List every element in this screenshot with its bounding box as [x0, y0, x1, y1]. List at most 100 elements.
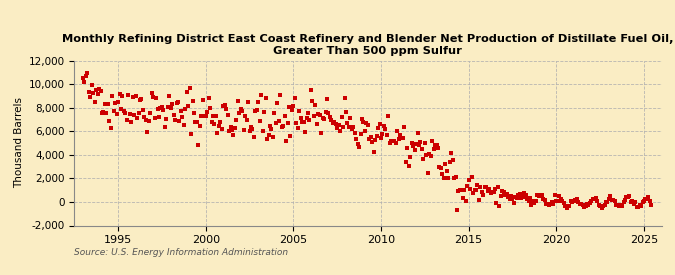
Point: [282, 121, 293, 125]
Point: [450, 175, 461, 179]
Point: [580, 204, 591, 209]
Point: [532, 193, 543, 197]
Point: [634, 203, 645, 208]
Point: [361, 120, 372, 125]
Point: [227, 127, 238, 132]
Point: [506, 194, 516, 198]
Point: [567, 199, 578, 204]
Point: [641, 197, 652, 201]
Point: [456, 188, 467, 192]
Point: [333, 123, 344, 128]
Point: [508, 201, 519, 206]
Point: [454, 188, 465, 192]
Point: [203, 96, 214, 101]
Point: [608, 198, 619, 202]
Point: [246, 125, 256, 130]
Point: [173, 100, 184, 105]
Point: [269, 111, 279, 115]
Point: [408, 144, 418, 148]
Point: [543, 203, 554, 207]
Point: [356, 117, 367, 121]
Point: [117, 94, 128, 98]
Point: [80, 74, 91, 79]
Point: [177, 115, 188, 119]
Point: [321, 96, 332, 101]
Point: [85, 94, 96, 99]
Point: [541, 202, 551, 206]
Point: [497, 189, 508, 193]
Point: [101, 111, 112, 116]
Point: [295, 116, 306, 120]
Point: [327, 121, 338, 125]
Point: [369, 150, 379, 154]
Point: [493, 185, 504, 190]
Point: [585, 201, 595, 205]
Point: [244, 128, 255, 133]
Point: [103, 102, 113, 106]
Point: [539, 197, 550, 202]
Point: [126, 120, 136, 124]
Point: [262, 136, 273, 141]
Point: [441, 169, 452, 173]
Point: [82, 70, 92, 75]
Point: [586, 199, 597, 203]
Point: [176, 109, 186, 114]
Point: [374, 122, 385, 126]
Point: [601, 200, 612, 204]
Point: [92, 92, 103, 96]
Point: [187, 98, 198, 103]
Point: [122, 118, 132, 122]
Point: [158, 108, 169, 112]
Point: [482, 189, 493, 193]
Point: [466, 174, 477, 179]
Point: [645, 199, 655, 203]
Point: [589, 197, 599, 201]
Point: [502, 192, 512, 196]
Point: [254, 119, 265, 123]
Point: [345, 116, 356, 120]
Point: [470, 188, 481, 192]
Point: [520, 193, 531, 197]
Point: [522, 197, 533, 202]
Point: [560, 204, 570, 208]
Point: [114, 92, 125, 96]
Point: [132, 116, 142, 120]
Point: [477, 190, 487, 194]
Point: [535, 193, 545, 198]
Point: [409, 147, 420, 152]
Point: [302, 111, 313, 115]
Point: [266, 127, 277, 131]
Point: [503, 194, 514, 199]
Point: [488, 190, 499, 194]
Point: [188, 111, 199, 116]
Point: [552, 199, 563, 204]
Point: [165, 106, 176, 110]
Point: [386, 139, 397, 143]
Point: [308, 114, 319, 118]
Point: [415, 140, 426, 144]
Point: [313, 112, 323, 116]
Point: [419, 141, 430, 145]
Point: [500, 193, 510, 197]
Point: [621, 195, 632, 199]
Point: [377, 132, 388, 136]
Point: [292, 125, 303, 130]
Point: [257, 129, 268, 133]
Point: [624, 193, 634, 198]
Point: [194, 123, 205, 128]
Point: [405, 155, 416, 159]
Point: [94, 87, 105, 91]
Point: [370, 138, 381, 142]
Point: [288, 104, 299, 108]
Text: Source: U.S. Energy Information Administration: Source: U.S. Energy Information Administ…: [74, 248, 288, 257]
Point: [622, 195, 633, 199]
Point: [545, 202, 556, 207]
Point: [548, 202, 559, 206]
Point: [358, 119, 369, 124]
Point: [221, 107, 232, 111]
Point: [243, 100, 254, 104]
Point: [248, 135, 259, 139]
Point: [606, 197, 617, 202]
Point: [228, 133, 239, 138]
Point: [99, 101, 110, 106]
